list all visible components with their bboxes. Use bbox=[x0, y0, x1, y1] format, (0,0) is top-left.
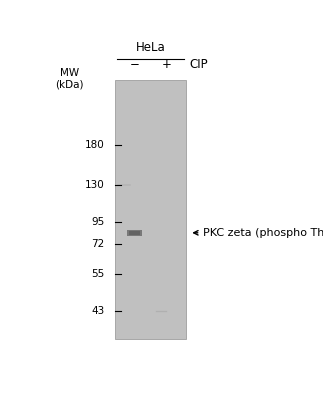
Text: 130: 130 bbox=[84, 180, 104, 190]
Text: PKC zeta (phospho Thr410): PKC zeta (phospho Thr410) bbox=[203, 228, 323, 238]
Text: MW
(kDa): MW (kDa) bbox=[55, 68, 83, 90]
Text: CIP: CIP bbox=[189, 58, 208, 72]
Text: +: + bbox=[162, 58, 172, 72]
Text: 180: 180 bbox=[84, 140, 104, 150]
Bar bbox=[127, 230, 142, 236]
Bar bbox=[116, 80, 185, 339]
Text: 55: 55 bbox=[91, 269, 104, 279]
Text: 95: 95 bbox=[91, 217, 104, 227]
Text: HeLa: HeLa bbox=[136, 41, 165, 54]
Bar bbox=[129, 230, 140, 235]
Text: 43: 43 bbox=[91, 306, 104, 316]
Text: 72: 72 bbox=[91, 238, 104, 248]
Text: −: − bbox=[130, 58, 140, 72]
